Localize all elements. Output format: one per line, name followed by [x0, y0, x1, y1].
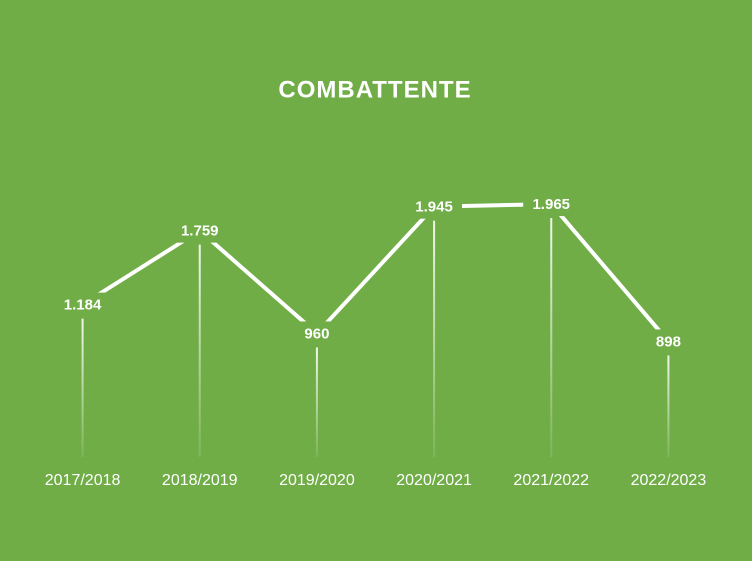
- label-backdrop: [523, 192, 580, 217]
- value-label: 898: [656, 333, 681, 350]
- value-label: 1.965: [532, 196, 570, 213]
- x-tick-label: 2017/2018: [45, 472, 121, 489]
- drop-line: [550, 218, 553, 457]
- x-tick-label: 2018/2019: [162, 472, 238, 489]
- drop-line: [198, 244, 201, 457]
- label-backdrop: [640, 329, 697, 354]
- drop-line: [81, 318, 84, 457]
- chart-title: COMBATTENTE: [278, 76, 471, 103]
- label-backdrop: [171, 218, 228, 243]
- x-tick-label: 2020/2021: [396, 472, 472, 489]
- value-label: 1.945: [415, 199, 453, 216]
- x-tick-label: 2019/2020: [279, 472, 355, 489]
- data-line: [81, 202, 670, 343]
- drop-line: [315, 347, 318, 457]
- value-label: 1.184: [64, 297, 102, 314]
- label-backdrop: [406, 194, 463, 219]
- label-backdrop: [288, 321, 345, 346]
- value-label: 1.759: [181, 223, 219, 240]
- x-tick-label: 2022/2023: [631, 472, 707, 489]
- label-backdrop: [54, 292, 111, 317]
- x-tick-label: 2021/2022: [513, 472, 589, 489]
- value-label: 960: [304, 325, 329, 342]
- drop-line: [667, 355, 670, 457]
- drop-line: [433, 220, 436, 457]
